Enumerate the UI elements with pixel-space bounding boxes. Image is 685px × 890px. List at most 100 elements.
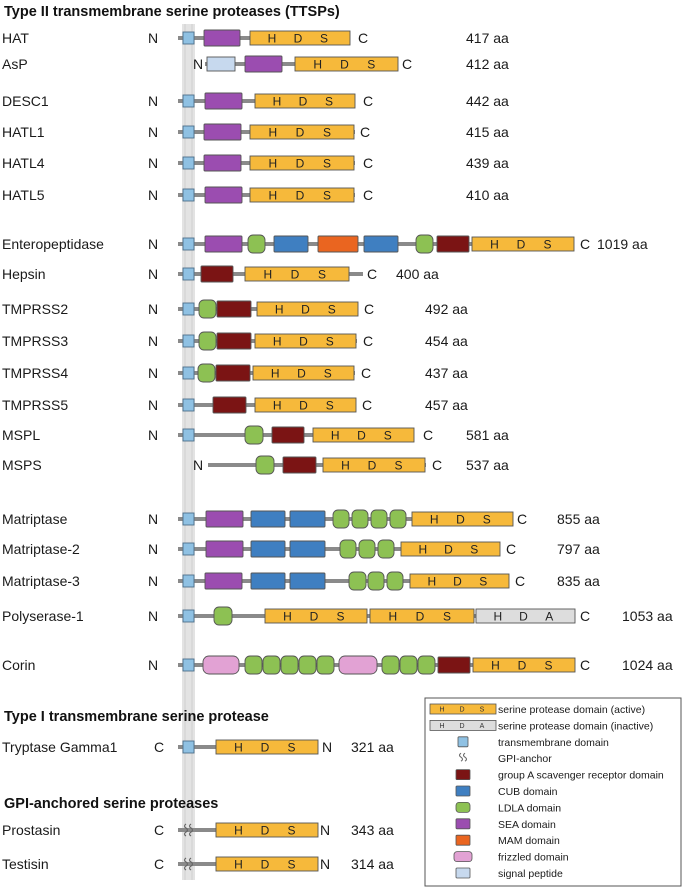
legend-item-ldla: LDLA domain xyxy=(455,802,561,814)
legend-swatch-letter: A xyxy=(480,723,485,730)
active-site-letter: S xyxy=(324,367,332,381)
protein-name: Corin xyxy=(2,657,35,673)
ldla-domain-1 xyxy=(244,655,263,675)
fz-domain-0 xyxy=(202,655,240,675)
legend-swatch-fz xyxy=(453,851,473,862)
terminus-right: C xyxy=(363,333,373,349)
active-site-letter: S xyxy=(384,429,392,443)
protein-row: Enteropeptidase N H D S C 1019 aa xyxy=(2,234,648,254)
active-site-letter: D xyxy=(297,367,306,381)
transmembrane-domain xyxy=(182,267,195,281)
protein-row: Prostasin C H D S N 343 aa xyxy=(2,822,394,838)
sp-domain-0 xyxy=(215,856,319,872)
gpi-anchor-icon xyxy=(462,752,468,762)
section-title-gpi: GPI-anchored serine proteases xyxy=(4,796,218,812)
protein-row: Matriptase N H D S C 855 aa xyxy=(2,509,600,529)
legend-item-signal: signal peptide xyxy=(455,867,563,880)
terminus-left: N xyxy=(148,236,158,252)
transmembrane-domain xyxy=(182,334,195,348)
terminus-right: C xyxy=(432,457,442,473)
legend-label: frizzled domain xyxy=(498,852,569,864)
protein-row: MSPL N H D S C 581 aa xyxy=(2,425,509,445)
active-site-letter: H xyxy=(493,610,502,624)
legend-label: group A scavenger receptor domain xyxy=(498,770,664,782)
sp-domain-2 xyxy=(312,427,415,443)
cub-domain-2 xyxy=(273,235,309,253)
active-site-letter: D xyxy=(456,513,465,527)
legend-swatch-sea xyxy=(455,818,471,830)
sp-domain-1 xyxy=(244,266,350,282)
active-site-letter: H xyxy=(341,459,350,473)
active-site-letter: S xyxy=(470,543,478,557)
protein-length: 457 aa xyxy=(425,397,468,413)
gpi-anchor-icon xyxy=(458,752,464,762)
terminus-left: C xyxy=(154,856,164,872)
protein-length: 492 aa xyxy=(425,301,468,317)
sp-domain-2 xyxy=(254,333,357,349)
active-site-letter: S xyxy=(544,659,552,673)
protein-length: 412 aa xyxy=(466,56,509,72)
legend-swatch-cub xyxy=(455,785,471,797)
transmembrane-domain xyxy=(182,156,195,170)
transmembrane-domain xyxy=(182,31,195,45)
protein-row: Testisin C H D S N 314 aa xyxy=(2,856,394,872)
legend-swatch-tm xyxy=(457,736,469,748)
protein-name: Matriptase-2 xyxy=(2,541,80,557)
terminus-right: C xyxy=(515,573,525,589)
protein-row: TMPRSS3 N H D S C 454 aa xyxy=(2,331,468,351)
sp-domain-2 xyxy=(322,457,426,473)
protein-name: Testisin xyxy=(2,856,49,872)
ldla-domain-8 xyxy=(399,655,418,675)
active-site-letter: H xyxy=(269,189,278,203)
terminus-left: N xyxy=(148,427,158,443)
sea-domain-1 xyxy=(244,55,283,73)
protein-name: Prostasin xyxy=(2,822,60,838)
legend-swatch-letter: D xyxy=(459,707,464,714)
protein-row: HATL5 N H D S C 410 aa xyxy=(2,186,509,204)
active-site-letter: D xyxy=(299,335,308,349)
protein-name: HATL1 xyxy=(2,124,45,140)
terminus-right: C xyxy=(360,124,370,140)
terminus-left: N xyxy=(193,56,203,72)
terminus-left: N xyxy=(148,573,158,589)
active-site-letter: D xyxy=(261,741,270,755)
sp-domain-1 xyxy=(249,187,355,203)
terminus-right: C xyxy=(363,93,373,109)
srcr-domain-1 xyxy=(216,332,252,350)
sea-domain-0 xyxy=(203,29,241,47)
terminus-left: N xyxy=(148,266,158,282)
ldla-domain-5 xyxy=(377,539,395,559)
ldla-domain-5 xyxy=(370,509,388,529)
active-site-letter: D xyxy=(310,610,319,624)
legend-item-fz: frizzled domain xyxy=(453,851,569,864)
sp-domain-2 xyxy=(369,608,475,624)
active-site-letter: D xyxy=(340,58,349,72)
active-site-letter: D xyxy=(368,459,377,473)
sea-domain-0 xyxy=(204,92,243,110)
terminus-right: C xyxy=(363,187,373,203)
protein-row: Hepsin N H D S C 400 aa xyxy=(2,265,439,283)
sea-domain-0 xyxy=(203,123,242,141)
legend-label: transmembrane domain xyxy=(498,737,609,749)
ldla-domain-5 xyxy=(316,655,335,675)
legend-item-cub: CUB domain xyxy=(455,785,558,798)
active-site-letter: H xyxy=(268,32,277,46)
sp-domain-6 xyxy=(409,573,510,589)
protein-row: DESC1 N H D S C 442 aa xyxy=(2,92,509,110)
ldla-domain-0 xyxy=(244,425,264,445)
ldla-domain-4 xyxy=(367,571,385,591)
legend-label: signal peptide xyxy=(498,868,563,880)
legend-swatch-signal xyxy=(455,867,471,879)
protein-row: TMPRSS2 N H D S C 492 aa xyxy=(2,299,468,319)
protein-length: 855 aa xyxy=(557,511,600,527)
legend-item-tm: transmembrane domain xyxy=(457,736,609,749)
transmembrane-domain xyxy=(182,94,195,108)
protein-length: 343 aa xyxy=(351,822,394,838)
protein-name: MSPL xyxy=(2,427,40,443)
protein-length: 410 aa xyxy=(466,187,509,203)
transmembrane-domain xyxy=(182,237,195,251)
active-site-letter: D xyxy=(444,543,453,557)
legend-label: LDLA domain xyxy=(498,802,561,814)
